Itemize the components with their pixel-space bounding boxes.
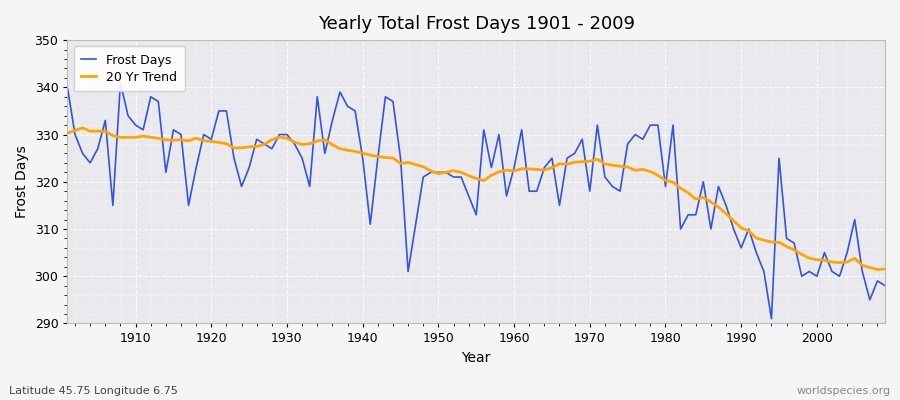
Frost Days (766, 316, 777, 321)
20 Yr Trend (297, 142, 308, 147)
20 Yr Trend (872, 267, 883, 272)
Frost Days (297, 156, 308, 160)
20 Yr Trend (62, 131, 73, 136)
Title: Yearly Total Frost Days 1901 - 2009: Yearly Total Frost Days 1901 - 2009 (318, 15, 634, 33)
20 Yr Trend (517, 166, 527, 171)
20 Yr Trend (77, 126, 88, 130)
Text: worldspecies.org: worldspecies.org (796, 386, 891, 396)
Frost Days (130, 123, 141, 128)
Legend: Frost Days, 20 Yr Trend: Frost Days, 20 Yr Trend (74, 46, 184, 91)
Line: Frost Days: Frost Days (68, 83, 885, 319)
Frost Days (62, 85, 73, 90)
Frost Days (879, 283, 890, 288)
Frost Days (517, 128, 527, 132)
Frost Days (115, 80, 126, 85)
20 Yr Trend (879, 266, 890, 271)
Frost Days (608, 184, 618, 189)
Line: 20 Yr Trend: 20 Yr Trend (68, 128, 885, 270)
20 Yr Trend (342, 148, 353, 153)
Frost Days (508, 165, 519, 170)
Frost Days (342, 104, 353, 109)
Y-axis label: Frost Days: Frost Days (15, 145, 29, 218)
20 Yr Trend (608, 163, 618, 168)
Text: Latitude 45.75 Longitude 6.75: Latitude 45.75 Longitude 6.75 (9, 386, 178, 396)
20 Yr Trend (508, 168, 519, 173)
20 Yr Trend (130, 135, 141, 140)
X-axis label: Year: Year (462, 351, 490, 365)
